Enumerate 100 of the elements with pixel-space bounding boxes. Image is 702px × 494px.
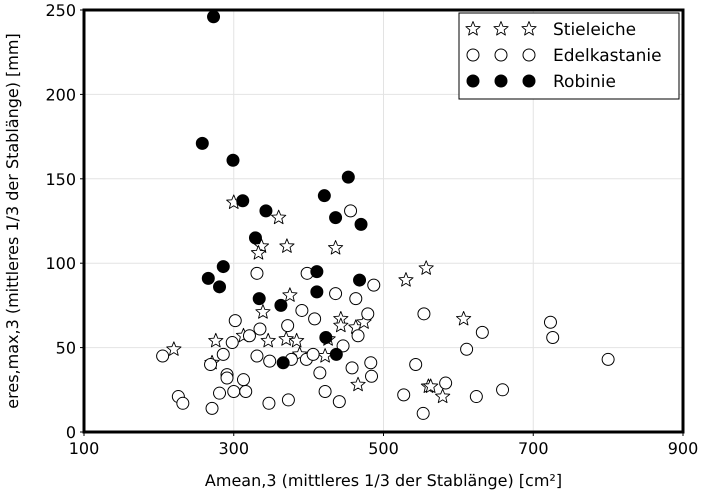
point [313,366,326,380]
point [310,285,324,298]
point [253,322,266,336]
x-tick-label: 500 [368,439,399,458]
point [250,245,266,260]
point [220,371,234,384]
point [435,388,450,404]
point [353,274,366,287]
point [416,406,430,420]
point [255,304,271,319]
point [250,350,264,363]
point [274,298,288,312]
point [367,278,380,292]
point [336,339,350,352]
point [226,336,239,350]
point [456,310,472,326]
x-tick-label: 900 [668,439,698,458]
point [397,388,410,402]
point [418,260,434,275]
point [216,260,230,274]
point [281,319,294,332]
point [282,287,298,302]
y-tick-label: 250 [45,1,76,20]
y-tick-label: 0 [66,423,76,442]
point [252,292,266,306]
point [260,332,276,348]
point [365,370,378,383]
point [330,348,343,361]
point [213,386,226,400]
point [263,354,276,368]
x-tick-label: 100 [68,439,100,458]
x-tick-label: 700 [518,439,549,458]
point [248,231,262,244]
point [216,348,230,361]
point [329,211,342,224]
point [278,331,294,346]
y-tick-label: 50 [56,338,76,358]
point [350,376,366,392]
point [346,361,359,374]
point [496,383,510,396]
point [227,384,240,398]
point [228,314,242,328]
legend-label: Edelkastanie [553,46,662,66]
point [289,332,304,348]
point [318,189,331,202]
y-axis-title: eres,max,3 (mittleres 1/3 der Stablänge) [mm] [3,33,22,409]
point [207,10,220,24]
point [544,316,557,329]
point [470,390,483,404]
point [259,204,272,218]
legend-label: Robinie [553,72,616,92]
point [202,272,215,285]
y-tick-label: 150 [45,170,76,189]
point [333,318,348,332]
point [279,238,294,253]
legend-label: Stieleiche [553,20,636,40]
point [236,373,250,386]
point [352,329,365,342]
point [239,384,252,398]
point [236,194,250,208]
point [295,304,308,317]
point [318,384,332,398]
point [342,170,355,184]
point [276,356,290,370]
x-axis-title: Amean,3 (mittleres 1/3 der Stablänge) [cm²] [204,471,562,490]
point [213,280,226,294]
point [602,352,615,366]
point [262,396,276,410]
point [271,210,286,224]
point [319,330,332,344]
point [476,326,489,339]
point [361,307,374,320]
point [208,332,224,348]
point [460,342,474,356]
point [310,265,324,278]
point [282,393,295,406]
point [344,204,358,218]
point [349,292,362,306]
point [242,329,256,342]
point [226,154,240,167]
point [204,358,218,371]
point [417,307,430,320]
point [306,348,320,361]
point [546,330,560,344]
point [156,350,170,363]
point [166,341,182,356]
y-tick-label: 200 [45,85,76,104]
x-tick-label: 300 [218,439,250,458]
point [206,402,219,415]
point [176,396,190,410]
point [308,312,322,326]
point [439,376,452,390]
point [398,272,414,287]
y-tick-label: 100 [45,254,76,274]
point [196,136,209,150]
point [329,287,342,300]
point [328,240,344,255]
point [364,356,378,370]
point [409,358,422,371]
point [354,218,368,231]
